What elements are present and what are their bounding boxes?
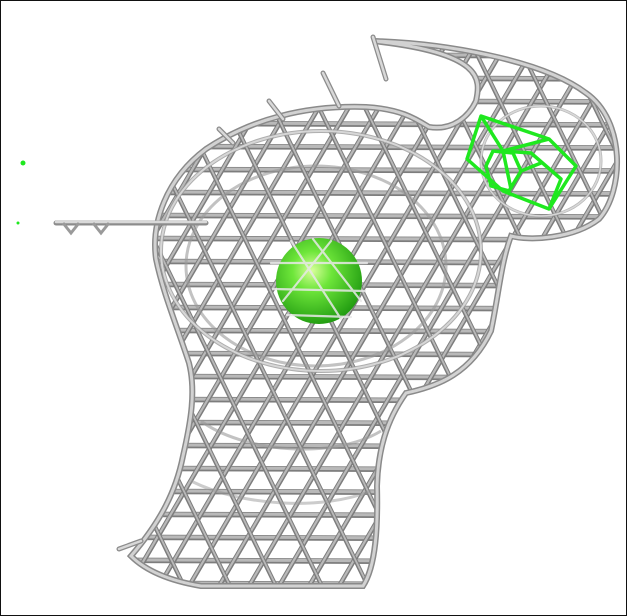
protruding-bond-stick [53,220,209,236]
mesh-front-over-ion [269,237,369,321]
metal-ion-sphere [276,238,362,324]
ligand-wireframe [465,114,578,211]
density-inner-contours [159,104,603,505]
mesh-top-spikes [116,34,389,552]
stray-ligand-atoms [16,160,26,225]
